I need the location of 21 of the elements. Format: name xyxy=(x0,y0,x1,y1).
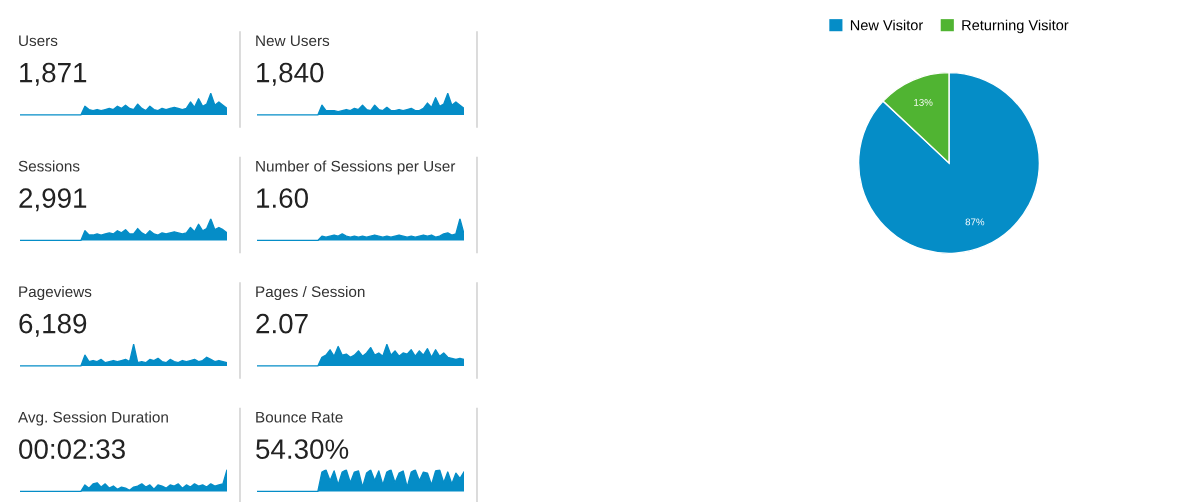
chart-subtitle: 00:02:33 xyxy=(19,439,125,459)
chart-subtitle: 54.30% xyxy=(256,439,349,459)
chart-subtitle: 6,189 xyxy=(19,313,87,337)
pie-slice xyxy=(857,71,1041,255)
chart-title: Sessions xyxy=(18,160,80,172)
chart-title: Pageviews xyxy=(19,285,92,301)
chart-title: Pages / Session xyxy=(256,285,365,301)
chart-subtitle: 1.60 xyxy=(257,188,308,208)
chart-title: New Users xyxy=(256,35,330,47)
chart-title: Avg. Session Duration xyxy=(18,411,168,426)
chart-title: Number of Sessions per User xyxy=(256,160,456,175)
chart-title: Users xyxy=(19,35,58,47)
chart-subtitle: 1,840 xyxy=(257,62,324,86)
data-label: 87% xyxy=(965,218,985,226)
chart-title: Bounce Rate xyxy=(256,411,343,423)
chart-subtitle: 1,871 xyxy=(20,62,87,86)
chart-subtitle: 2.07 xyxy=(256,313,308,334)
legend-label: New Visitor xyxy=(850,19,923,31)
chart-subtitle: 2,991 xyxy=(19,188,87,212)
legend-label: Returning Visitor xyxy=(962,19,1069,34)
data-label: 13% xyxy=(914,98,933,106)
